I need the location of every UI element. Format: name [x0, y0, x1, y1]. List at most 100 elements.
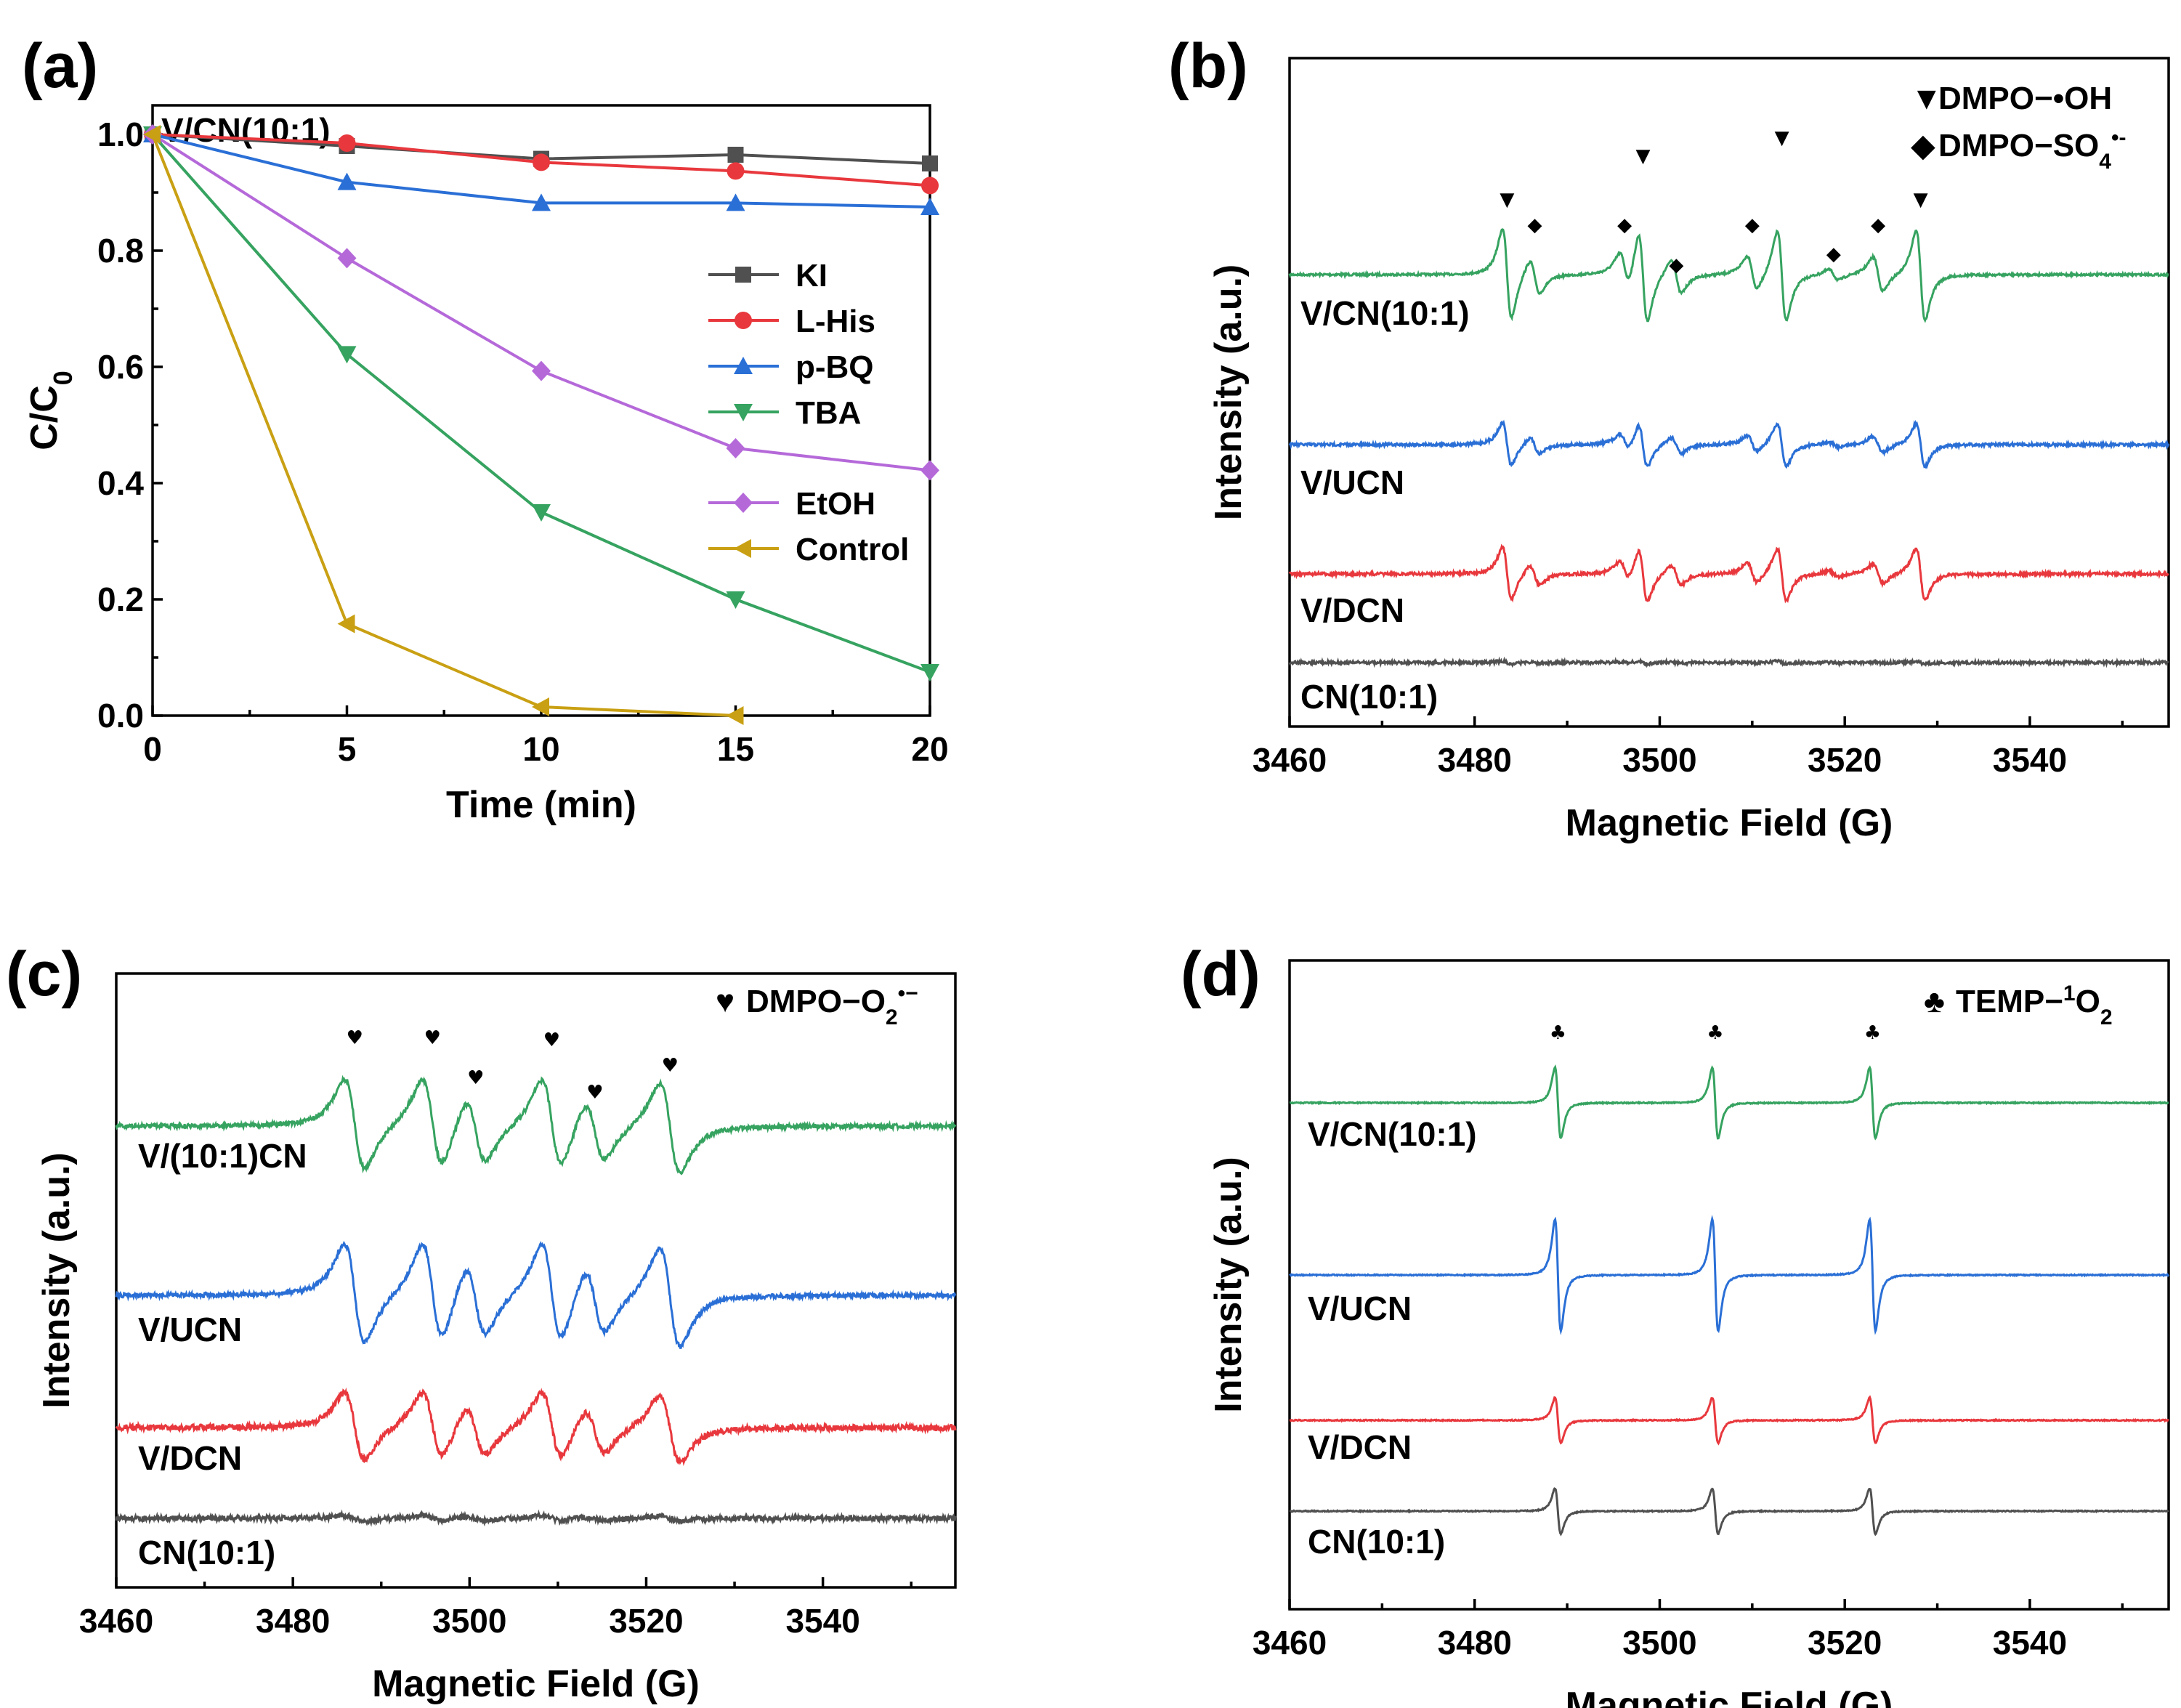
x-tick-label: 5 — [338, 730, 357, 768]
y-axis-label: C/C0 — [23, 371, 78, 450]
x-tick-label: 3500 — [1622, 1624, 1696, 1662]
x-axis-label: Magnetic Field (G) — [372, 1663, 700, 1705]
panel-label-a: (a) — [22, 31, 98, 101]
spectrum-v-dcn: V/DCN — [1289, 1395, 2169, 1466]
data-point — [726, 193, 745, 211]
legend-oh: ▼DMPO−•OH — [1911, 81, 2112, 116]
spectrum-line — [115, 1240, 957, 1350]
legend-entry: Control — [708, 532, 909, 567]
x-tick-label: 3480 — [1438, 1624, 1512, 1662]
legend-label: EtOH — [796, 486, 875, 522]
legend-entry: L-His — [708, 304, 875, 339]
y-axis-label: Intensity (a.u.) — [1207, 264, 1250, 520]
spectrum-v-dcn: V/DCN — [1288, 543, 2169, 629]
data-point — [734, 539, 751, 558]
data-point — [726, 706, 744, 725]
oh-peak-marker: ▼ — [1775, 127, 1789, 149]
series-etoh — [143, 124, 939, 481]
so4-peak-marker: ◆ — [1871, 214, 1885, 236]
so4-peak-marker: ◆ — [1826, 243, 1841, 265]
x-axis-label: Magnetic Field (G) — [1566, 1685, 1893, 1708]
x-tick-label: 3520 — [1808, 741, 1882, 779]
spectrum-line — [1289, 1395, 2169, 1446]
oh-peak-marker: ▼ — [1914, 189, 1928, 211]
series-control — [143, 125, 744, 725]
x-tick-label: 3520 — [1808, 1624, 1882, 1662]
spectrum-line — [1289, 1064, 2169, 1141]
y-tick-label: 0.8 — [97, 232, 144, 270]
data-point — [734, 493, 753, 513]
x-tick-label: 3460 — [1253, 1624, 1327, 1662]
spectrum-line — [115, 1387, 957, 1466]
data-point — [920, 198, 939, 215]
x-tick-label: 3480 — [1438, 741, 1512, 779]
legend-entry: KI — [708, 258, 828, 294]
spectrum-line — [1288, 228, 2169, 323]
legend-symbol: ◆ — [1911, 128, 1935, 163]
series-tba — [143, 126, 939, 681]
spectrum-v-ucn: V/UCN — [1288, 419, 2170, 501]
data-point — [532, 193, 551, 211]
spectrum-line — [1289, 1487, 2169, 1537]
data-point — [726, 438, 745, 458]
x-tick-label: 3480 — [256, 1602, 330, 1640]
singlet-oxygen-peak-marker: ♣ — [1550, 1022, 1566, 1044]
panel-d: 3460 3480 3500 3520 3540 Magnetic Field (G) In… — [1181, 939, 2170, 1708]
spectrum-label: V/DCN — [1300, 591, 1404, 629]
spectrum-label: V/CN(10:1) — [1300, 294, 1470, 332]
panel-label-c: (c) — [6, 939, 82, 1009]
legend-label: DMPO−SO4•- — [1938, 126, 2126, 174]
data-point — [337, 172, 357, 190]
data-point — [337, 346, 357, 364]
so4-peak-marker: ◆ — [1617, 214, 1632, 236]
spectrum-v-cn-10-1-: V/CN(10:1) — [1288, 228, 2169, 332]
x-axis-label: Magnetic Field (G) — [1566, 802, 1893, 844]
so4-peak-marker: ◆ — [1528, 214, 1542, 236]
spectrum-label: V/UCN — [138, 1311, 242, 1348]
y-tick-label: 0.6 — [97, 348, 144, 386]
x-tick-label: 10 — [522, 730, 559, 768]
data-point — [735, 267, 751, 283]
legend-label: TEMP−1O2 — [1956, 982, 2113, 1029]
y-tick-label: 1.0 — [97, 116, 144, 153]
legend-label: Control — [796, 532, 909, 567]
spectrum-v-10-1-cn: V/(10:1)CN — [115, 1074, 957, 1175]
data-point — [143, 125, 161, 144]
plot-frame — [1288, 57, 2170, 728]
data-point — [726, 591, 745, 609]
data-point — [338, 134, 356, 152]
y-tick-label: 0.4 — [97, 464, 144, 502]
panel-a: 0 5 10 15 20 0.0 0.2 0.4 0.6 0.8 1.0 Time (min) C/C0… — [22, 31, 949, 826]
o2-peak-marker: ♥ — [586, 1082, 603, 1104]
plot-frame — [1288, 959, 2170, 1611]
spectrum-line — [115, 1074, 957, 1175]
spectrum-label: CN(10:1) — [1308, 1523, 1445, 1561]
x-tick-label: 3540 — [1993, 741, 2067, 779]
data-point — [337, 614, 355, 634]
spectrum-line — [1288, 543, 2169, 604]
data-point — [532, 504, 551, 522]
legend-label: p-BQ — [796, 349, 874, 385]
oh-peak-marker: ▼ — [1636, 145, 1651, 167]
panel-b: 3460 3480 3500 3520 3540 Magnetic Field (G) In… — [1168, 31, 2170, 844]
so4-peak-marker: ◆ — [1745, 214, 1760, 236]
spectrum-line — [115, 1509, 957, 1527]
x-tick-label: 3500 — [432, 1602, 506, 1640]
legend-symbol: ♥ — [716, 984, 735, 1019]
spectrum-label: V/CN(10:1) — [1308, 1115, 1477, 1153]
spectrum-cn-10-1-: CN(10:1) — [1288, 656, 2169, 716]
data-point — [735, 312, 752, 329]
x-tick-label: 3520 — [609, 1602, 683, 1640]
data-point — [921, 177, 939, 195]
data-point — [727, 147, 744, 163]
data-point — [532, 697, 549, 716]
legend-symbol: ▼ — [1911, 81, 1943, 116]
x-axis-label: Time (min) — [446, 784, 636, 826]
spectrum-label: V/UCN — [1300, 464, 1404, 501]
o2-peak-marker: ♥ — [662, 1055, 679, 1077]
spectrum-line — [1289, 1215, 2170, 1335]
x-tick-label: 3500 — [1622, 741, 1696, 779]
legend-label: KI — [796, 258, 828, 294]
data-point — [922, 155, 938, 171]
legend-label: L-His — [796, 304, 875, 339]
